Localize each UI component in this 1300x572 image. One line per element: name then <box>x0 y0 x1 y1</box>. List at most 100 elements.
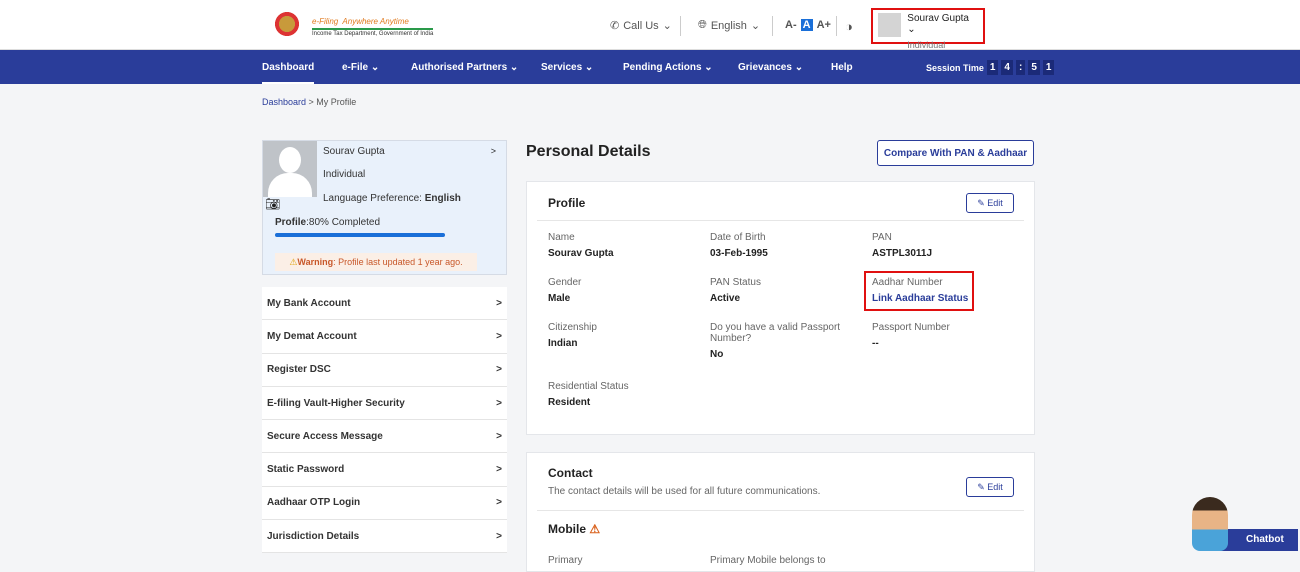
nav-dashboard[interactable]: Dashboard <box>262 62 315 84</box>
camera-icon[interactable]: 📷︎ <box>265 197 281 211</box>
warning-banner: ⚠Warning: Profile last updated 1 year ag… <box>275 253 477 271</box>
highlight-box <box>864 271 974 311</box>
menu-item[interactable]: Aadhaar OTP Login > <box>262 486 507 521</box>
session-digit: 5 <box>1028 60 1040 75</box>
language-label: English <box>710 19 747 32</box>
warning-icon: ⚠ <box>589 522 601 536</box>
chatbot-button[interactable]: Chatbot <box>1188 497 1298 553</box>
logo-tagline: Anywhere Anytime <box>342 17 409 26</box>
menu-item[interactable]: Secure Access Message > <box>262 420 507 454</box>
breadcrumb-dashboard[interactable]: Dashboard <box>262 97 307 107</box>
avatar <box>878 13 902 37</box>
font-decrease-button[interactable]: A- <box>785 19 797 31</box>
field-label: PAN Status <box>710 277 761 288</box>
field: Name Sourav Gupta <box>548 232 614 259</box>
field-value: Male <box>548 293 571 304</box>
profile-role: Individual <box>323 169 366 180</box>
field: Gender Male <box>548 277 581 304</box>
chatbot-label: Chatbot <box>1218 529 1298 551</box>
nav-label: Pending Actions <box>623 62 702 73</box>
nav-label: e-File <box>342 62 369 73</box>
field-label: Citizenship <box>548 322 597 333</box>
menu-item[interactable]: My Demat Account > <box>262 320 507 354</box>
warning-label: Warning <box>297 257 334 267</box>
field: PAN ASTPL3011J <box>872 232 932 259</box>
divider <box>537 510 1024 511</box>
field-label: Gender <box>548 277 582 288</box>
field-value: No <box>710 349 724 360</box>
chevron-right-icon[interactable]: > <box>490 146 496 156</box>
chevron-right-icon: > <box>496 297 502 309</box>
section-title: Contact <box>548 466 593 480</box>
font-normal-button[interactable]: A <box>800 19 813 31</box>
session-label: Session Time <box>926 62 984 73</box>
profile-photo <box>263 141 317 197</box>
globe-icon: 🌐︎ <box>698 19 707 31</box>
nav-label: Grievances <box>738 62 792 73</box>
chevron-right-icon: > <box>496 464 502 476</box>
emblem-icon <box>266 8 308 40</box>
profile-name: Sourav Gupta <box>323 146 385 157</box>
page-title: Personal Details <box>526 143 651 160</box>
menu-item[interactable]: Static Password > <box>262 453 507 487</box>
edit-label: Edit <box>987 197 1003 208</box>
nav-pending-actions[interactable]: Pending Actions ⌄ <box>623 62 713 73</box>
contrast-icon[interactable]: ◑ <box>845 19 853 34</box>
chevron-right-icon: > <box>496 497 502 509</box>
menu-item-label: Register DSC <box>267 364 331 376</box>
menu-item[interactable]: Jurisdiction Details > <box>262 520 507 554</box>
language-value: English <box>424 193 461 204</box>
main-nav: Dashboard e-File ⌄ Authorised Partners ⌄… <box>0 50 1300 84</box>
nav-grievances[interactable]: Grievances ⌄ <box>738 62 804 73</box>
field: Do you have a valid Passport Number? No <box>710 322 850 360</box>
call-us-label: Call Us <box>623 19 659 32</box>
session-digit: : <box>1015 60 1026 75</box>
divider <box>772 16 773 36</box>
chevron-right-icon: > <box>496 330 502 342</box>
menu-item[interactable]: Register DSC > <box>262 353 507 387</box>
edit-contact-button[interactable]: ✎ Edit <box>966 477 1014 497</box>
field: Citizenship Indian <box>548 322 597 349</box>
field: Residential Status Resident <box>548 381 629 408</box>
font-increase-button[interactable]: A+ <box>816 19 831 31</box>
compare-pan-aadhaar-button[interactable]: Compare With PAN & Aadhaar <box>877 140 1034 166</box>
field-value: Indian <box>548 338 578 349</box>
language-dropdown[interactable]: 🌐︎ English ⌄ <box>698 19 760 32</box>
chevron-down-icon: ⌄ <box>662 20 672 32</box>
menu-item-label: My Bank Account <box>267 297 351 309</box>
contact-section: Contact The contact details will be used… <box>526 452 1035 572</box>
nav-efile[interactable]: e-File ⌄ <box>342 62 380 73</box>
field: Passport Number -- <box>872 322 950 349</box>
menu-item[interactable]: E-filing Vault-Higher Security > <box>262 386 507 421</box>
divider <box>537 220 1024 221</box>
field-label: Date of Birth <box>710 232 766 243</box>
call-us-dropdown[interactable]: ✆ Call Us ⌄ <box>610 19 672 33</box>
nav-help[interactable]: Help <box>831 62 853 73</box>
profile-section: Profile ✎ Edit Name Sourav Gupta Date of B… <box>526 181 1035 435</box>
chevron-down-icon: ⌄ <box>750 20 761 32</box>
field-label: Aadhar Number <box>872 277 943 288</box>
session-digit: 1 <box>986 60 999 75</box>
menu-item-label: Aadhaar OTP Login <box>267 497 361 509</box>
menu-item-label: Static Password <box>267 464 345 476</box>
user-menu[interactable]: Sourav Gupta ⌄ Individual <box>871 8 985 50</box>
progress-label: Profile <box>275 217 307 228</box>
user-name: Sourav Gupta <box>907 13 969 24</box>
link-aadhaar-status-link[interactable]: Link Aadhaar Status <box>872 293 969 304</box>
field-label: Passport Number <box>872 322 950 333</box>
chatbot-avatar-icon <box>1192 497 1228 551</box>
session-digit: 1 <box>1042 60 1055 75</box>
profile-menu: My Bank Account > My Demat Account > Registe… <box>262 287 507 554</box>
nav-authorised-partners[interactable]: Authorised Partners ⌄ <box>411 62 519 73</box>
chevron-right-icon: > <box>496 364 502 376</box>
field-value: -- <box>872 338 879 349</box>
edit-profile-button[interactable]: ✎ Edit <box>966 193 1014 213</box>
nav-services[interactable]: Services ⌄ <box>541 62 594 73</box>
efiling-logo[interactable]: e-Filing Anywhere Anytime Income Tax Dep… <box>266 8 434 40</box>
logo-title: e-Filing <box>312 17 339 26</box>
chevron-right-icon: > <box>496 530 502 542</box>
profile-progress-bar <box>275 233 445 237</box>
menu-item[interactable]: My Bank Account > <box>262 287 507 321</box>
field-value: ASTPL3011J <box>872 248 933 259</box>
